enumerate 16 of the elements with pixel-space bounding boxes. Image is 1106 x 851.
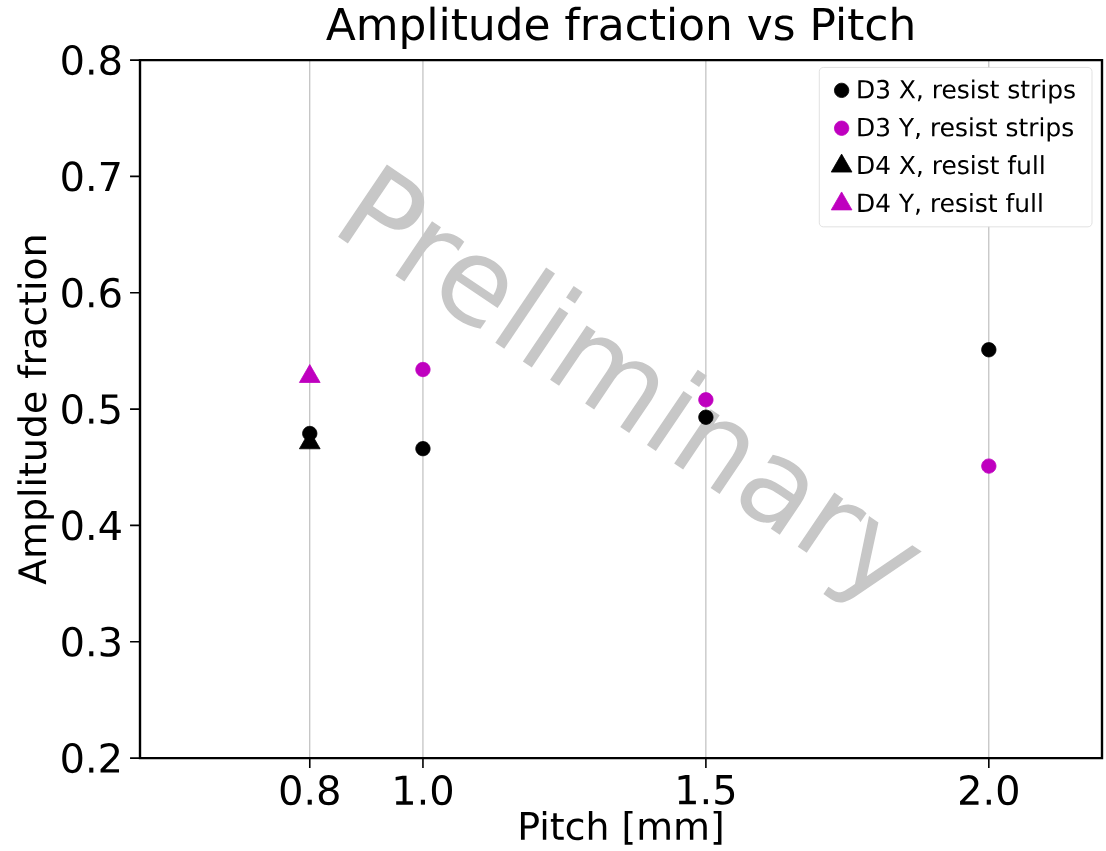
y-tick-label: 0.2	[62, 742, 120, 773]
y-axis-title: Amplitude fraction	[17, 236, 54, 585]
x-tick-label: 2.0	[960, 774, 1018, 806]
y-tick-label: 0.5	[62, 393, 120, 424]
chart-title: Amplitude fraction vs Pitch	[326, 6, 913, 49]
y-tick-label: 0.3	[62, 626, 120, 657]
x-tick-label: 1.0	[395, 774, 452, 806]
y-tick-label: 0.8	[62, 44, 121, 75]
x-axis-title: Pitch [mm]	[520, 810, 722, 845]
legend-label: D3 X, resist strips	[858, 79, 1075, 104]
legend-label: D3 Y, resist strips	[858, 117, 1073, 142]
y-tick-label: 0.7	[62, 161, 120, 192]
x-tick-label: 1.5	[678, 774, 735, 805]
y-tick-label: 0.4	[62, 510, 121, 541]
x-tick-label: 0.8	[280, 774, 339, 806]
y-tick-label: 0.6	[62, 277, 121, 308]
